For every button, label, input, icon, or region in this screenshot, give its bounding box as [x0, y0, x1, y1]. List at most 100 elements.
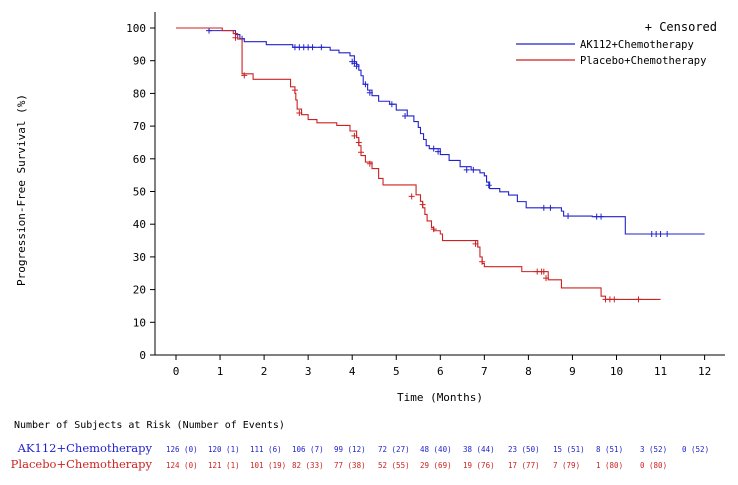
legend-label-ak112: AK112+Chemotherapy	[580, 39, 694, 51]
risk-cell: 120 (1)	[208, 445, 240, 454]
x-tick-label: 10	[610, 365, 623, 378]
censor-marks-placebo	[232, 34, 642, 303]
censor-mark	[355, 139, 362, 146]
censor-mark	[358, 149, 365, 156]
y-tick-label: 80	[133, 87, 146, 100]
risk-row-label-ak112: AK112+Chemotherapy	[17, 441, 153, 455]
km-curve-placebo	[176, 27, 661, 300]
risk-cell: 126 (0)	[166, 445, 198, 454]
risk-table-cells: 126 (0) 120 (1) 111 (6) 106 (7) 99 (12) 72 (2…	[166, 445, 709, 470]
x-tick-label: 1	[217, 365, 224, 378]
y-axis-ticks: 0 10 20 30 40 50 60 70 80 90 100	[126, 22, 155, 362]
risk-cell: 19 (76)	[463, 461, 495, 470]
x-tick-label: 3	[305, 365, 312, 378]
risk-table-title: Number of Subjects at Risk (Number of Ev…	[14, 420, 285, 431]
censor-mark	[419, 201, 426, 208]
censor-mark	[402, 112, 409, 119]
censor-mark	[472, 240, 479, 247]
risk-cell: 99 (12)	[334, 445, 366, 454]
x-tick-label: 2	[261, 365, 268, 378]
censor-mark	[540, 204, 547, 211]
censor-mark	[291, 87, 298, 94]
censor-mark	[479, 258, 486, 265]
x-tick-label: 5	[393, 365, 400, 378]
censor-mark	[232, 34, 239, 41]
censor-mark	[351, 132, 358, 139]
y-tick-label: 0	[139, 349, 146, 362]
risk-row-label-placebo: Placebo+Chemotherapy	[11, 457, 153, 471]
censor-mark	[318, 44, 325, 51]
censor-mark	[565, 213, 572, 220]
censor-mark	[408, 193, 415, 200]
censor-mark	[664, 231, 671, 238]
censor-marks-ak112	[206, 27, 671, 238]
x-axis-title: Time (Months)	[397, 391, 483, 404]
risk-cell: 17 (77)	[508, 461, 540, 470]
y-tick-label: 10	[133, 316, 146, 329]
censor-mark	[485, 182, 492, 189]
risk-cell: 7 (79)	[553, 461, 580, 470]
risk-cell: 0 (52)	[682, 445, 709, 454]
legend: + Censored AK112+Chemotherapy Placebo+Ch…	[516, 20, 717, 67]
risk-cell: 38 (44)	[463, 445, 495, 454]
censor-mark	[366, 160, 373, 167]
x-tick-label: 12	[698, 365, 711, 378]
censor-mark	[206, 27, 213, 34]
risk-cell: 106 (7)	[292, 445, 324, 454]
x-tick-label: 7	[481, 365, 488, 378]
risk-cell: 3 (52)	[640, 445, 667, 454]
y-axis-title: Progression-Free Survival (%)	[15, 94, 28, 286]
censor-mark	[353, 63, 360, 70]
risk-cell: 48 (40)	[420, 445, 452, 454]
x-tick-label: 9	[569, 365, 576, 378]
y-tick-label: 50	[133, 186, 146, 199]
risk-cell: 82 (33)	[292, 461, 324, 470]
censor-mark	[388, 101, 395, 108]
legend-label-placebo: Placebo+Chemotherapy	[580, 55, 706, 67]
y-tick-label: 70	[133, 120, 146, 133]
censor-mark	[470, 166, 477, 173]
censor-mark	[362, 81, 369, 88]
censor-mark	[296, 110, 303, 117]
censor-mark	[540, 268, 547, 275]
censor-mark	[309, 44, 316, 51]
legend-censored-label: + Censored	[645, 20, 717, 34]
censor-mark	[366, 89, 373, 96]
censor-mark	[635, 296, 642, 303]
km-curve-ak112	[176, 27, 705, 235]
y-tick-label: 100	[126, 22, 146, 35]
risk-cell: 72 (27)	[378, 445, 410, 454]
risk-cell: 15 (51)	[553, 445, 585, 454]
censor-mark	[435, 148, 442, 155]
censor-mark	[543, 275, 550, 282]
risk-cell: 77 (38)	[334, 461, 366, 470]
risk-cell: 121 (1)	[208, 461, 240, 470]
censor-mark	[241, 72, 248, 79]
series-layer	[176, 27, 705, 303]
y-tick-label: 20	[133, 284, 146, 297]
censor-mark	[547, 204, 554, 211]
censor-mark	[657, 231, 664, 238]
risk-cell: 124 (0)	[166, 461, 198, 470]
risk-cell: 101 (19)	[250, 461, 286, 470]
x-axis-ticks: 0 1 2 3 4 5 6 7 8 9 10 11 12	[173, 355, 711, 378]
censor-mark	[611, 296, 618, 303]
x-tick-label: 11	[654, 365, 667, 378]
risk-cell: 8 (51)	[596, 445, 623, 454]
y-tick-label: 30	[133, 251, 146, 264]
y-tick-label: 90	[133, 55, 146, 68]
risk-cell: 1 (80)	[596, 461, 623, 470]
y-tick-label: 40	[133, 218, 146, 231]
risk-cell: 23 (50)	[508, 445, 540, 454]
y-tick-label: 60	[133, 153, 146, 166]
x-tick-label: 6	[437, 365, 444, 378]
censor-mark	[598, 213, 605, 220]
censor-mark	[430, 226, 437, 233]
x-tick-label: 4	[349, 365, 356, 378]
censor-mark	[463, 166, 470, 173]
risk-cell: 52 (55)	[378, 461, 410, 470]
risk-cell: 29 (69)	[420, 461, 452, 470]
x-tick-label: 8	[525, 365, 532, 378]
censor-mark	[430, 145, 437, 152]
